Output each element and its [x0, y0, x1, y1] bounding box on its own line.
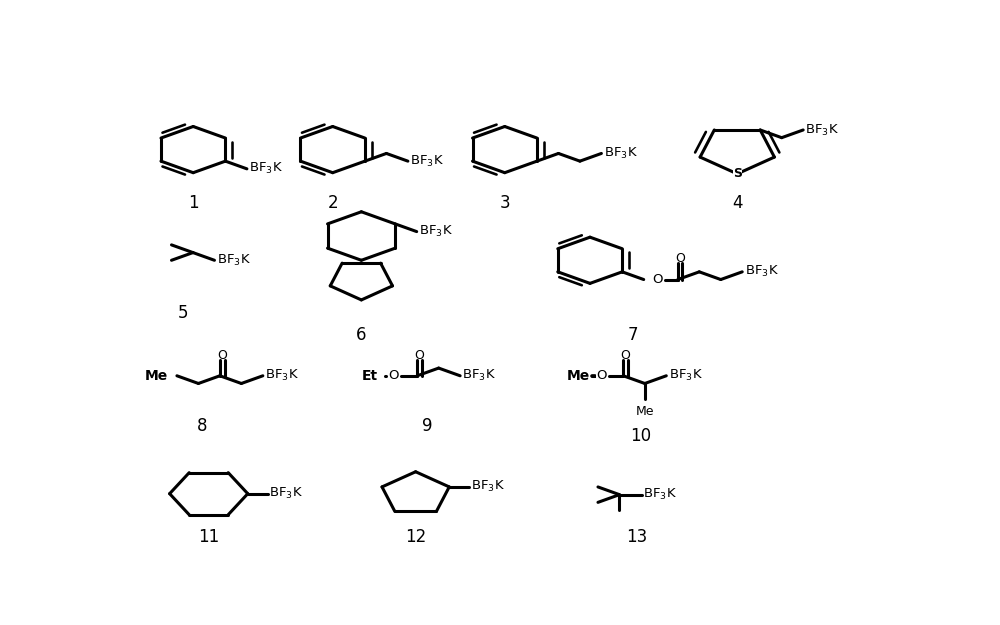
Text: 2: 2 [327, 194, 338, 211]
Text: 13: 13 [626, 528, 647, 546]
Text: BF$_3$K: BF$_3$K [269, 486, 303, 501]
Text: O: O [217, 349, 227, 362]
Text: BF$_3$K: BF$_3$K [604, 146, 638, 161]
Text: BF$_3$K: BF$_3$K [471, 479, 505, 494]
Text: BF$_3$K: BF$_3$K [419, 224, 453, 239]
Text: Et: Et [361, 369, 378, 382]
Text: 8: 8 [197, 418, 208, 435]
Text: 3: 3 [499, 194, 510, 211]
Text: BF$_3$K: BF$_3$K [217, 253, 251, 268]
Text: 6: 6 [356, 326, 367, 344]
Text: BF$_3$K: BF$_3$K [249, 161, 283, 176]
Text: BF$_3$K: BF$_3$K [410, 154, 444, 169]
Text: Me: Me [636, 405, 654, 418]
Text: 4: 4 [732, 194, 742, 211]
Text: BF$_3$K: BF$_3$K [745, 264, 778, 279]
Text: 9: 9 [422, 418, 432, 435]
Text: 7: 7 [627, 326, 638, 344]
Text: Me: Me [144, 369, 168, 382]
Text: BF$_3$K: BF$_3$K [643, 487, 677, 502]
Text: O: O [389, 369, 399, 382]
Text: 11: 11 [198, 528, 219, 546]
Text: 10: 10 [630, 427, 651, 445]
Text: 1: 1 [188, 194, 199, 211]
Text: BF$_3$K: BF$_3$K [805, 122, 839, 138]
Text: O: O [621, 349, 631, 362]
Text: 12: 12 [405, 528, 426, 546]
Text: O: O [675, 253, 685, 266]
Text: O: O [415, 349, 424, 362]
Text: BF$_3$K: BF$_3$K [669, 368, 703, 383]
Text: Me: Me [567, 369, 590, 382]
Text: BF$_3$K: BF$_3$K [265, 368, 299, 383]
Text: BF$_3$K: BF$_3$K [462, 368, 496, 383]
Text: S: S [733, 168, 742, 181]
Text: O: O [652, 273, 663, 286]
Text: O: O [596, 369, 607, 382]
Text: 5: 5 [178, 304, 188, 322]
